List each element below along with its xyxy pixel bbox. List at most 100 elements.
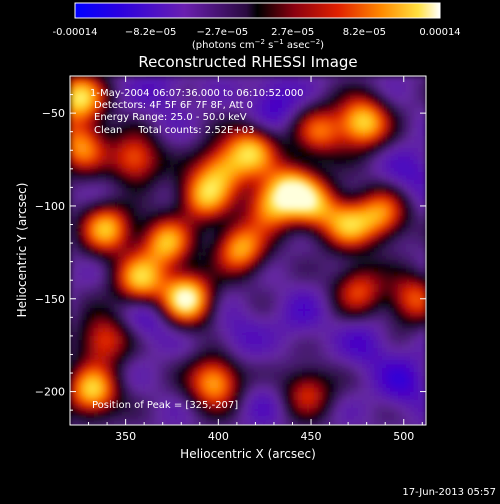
heatmap-cell <box>206 244 211 249</box>
heatmap-cell <box>262 340 267 345</box>
heatmap-cell <box>102 376 107 381</box>
heatmap-cell <box>102 312 107 317</box>
heatmap-cell <box>102 332 107 337</box>
heatmap-cell <box>134 420 139 425</box>
heatmap-cell <box>262 384 267 389</box>
heatmap-cell <box>186 180 191 185</box>
heatmap-cell <box>226 352 231 357</box>
heatmap-cell <box>250 416 255 421</box>
heatmap-cell <box>282 212 287 217</box>
heatmap-cell <box>134 76 139 81</box>
heatmap-cell <box>82 172 87 177</box>
heatmap-cell <box>286 284 291 289</box>
heatmap-cell <box>234 296 239 301</box>
heatmap-cell <box>278 416 283 421</box>
heatmap-cell <box>230 184 235 189</box>
heatmap-cell <box>114 392 119 397</box>
heatmap-cell <box>166 152 171 157</box>
heatmap-cell <box>70 316 75 321</box>
heatmap-cell <box>290 80 295 85</box>
heatmap-cell <box>262 92 267 97</box>
heatmap-cell <box>214 180 219 185</box>
heatmap-cell <box>174 252 179 257</box>
heatmap-cell <box>130 288 135 293</box>
heatmap-cell <box>222 296 227 301</box>
heatmap-cell <box>198 152 203 157</box>
heatmap-cell <box>166 216 171 221</box>
heatmap-cell <box>282 380 287 385</box>
heatmap-cell <box>150 136 155 141</box>
heatmap-cell <box>122 308 127 313</box>
heatmap-cell <box>170 144 175 149</box>
heatmap-cell <box>166 204 171 209</box>
heatmap-cell <box>154 372 159 377</box>
heatmap-cell <box>74 152 79 157</box>
heatmap-cell <box>102 252 107 257</box>
heatmap-cell <box>142 180 147 185</box>
heatmap-cell <box>90 84 95 89</box>
heatmap-cell <box>110 84 115 89</box>
heatmap-cell <box>222 148 227 153</box>
heatmap-cell <box>190 268 195 273</box>
heatmap-cell <box>222 352 227 357</box>
heatmap-cell <box>270 316 275 321</box>
heatmap-cell <box>174 80 179 85</box>
heatmap-cell <box>126 392 131 397</box>
heatmap-cell <box>178 136 183 141</box>
heatmap-cell <box>226 396 231 401</box>
heatmap-cell <box>210 168 215 173</box>
heatmap-cell <box>230 296 235 301</box>
heatmap-cell <box>146 132 151 137</box>
heatmap-cell <box>226 76 231 81</box>
heatmap-cell <box>118 224 123 229</box>
heatmap-cell <box>238 212 243 217</box>
heatmap-cell <box>290 184 295 189</box>
heatmap-cell <box>74 336 79 341</box>
heatmap-cell <box>198 304 203 309</box>
heatmap-cell <box>78 276 83 281</box>
heatmap-cell <box>202 132 207 137</box>
heatmap-cell <box>282 144 287 149</box>
heatmap-cell <box>150 276 155 281</box>
heatmap-cell <box>226 268 231 273</box>
heatmap-cell <box>238 152 243 157</box>
heatmap-cell <box>278 140 283 145</box>
heatmap-cell <box>138 316 143 321</box>
heatmap-cell <box>106 316 111 321</box>
heatmap-cell <box>146 80 151 85</box>
heatmap-cell <box>98 376 103 381</box>
heatmap-cell <box>234 416 239 421</box>
heatmap-cell <box>154 384 159 389</box>
heatmap-cell <box>126 272 131 277</box>
heatmap-cell <box>70 312 75 317</box>
heatmap-cell <box>186 96 191 101</box>
heatmap-cell <box>250 148 255 153</box>
heatmap-cell <box>238 136 243 141</box>
heatmap-cell <box>158 80 163 85</box>
heatmap-cell <box>146 308 151 313</box>
heatmap-cell <box>162 408 167 413</box>
heatmap-cell <box>238 108 243 113</box>
heatmap-cell <box>158 92 163 97</box>
heatmap-cell <box>94 384 99 389</box>
heatmap-cell <box>270 92 275 97</box>
heatmap-cell <box>230 164 235 169</box>
heatmap-cell <box>226 332 231 337</box>
heatmap-cell <box>106 352 111 357</box>
heatmap-cell <box>258 312 263 317</box>
heatmap-cell <box>150 284 155 289</box>
heatmap-cell <box>70 168 75 173</box>
heatmap-cell <box>194 208 199 213</box>
heatmap-cell <box>98 360 103 365</box>
heatmap-cell <box>146 184 151 189</box>
heatmap-cell <box>286 240 291 245</box>
heatmap-cell <box>230 268 235 273</box>
heatmap-cell <box>262 204 267 209</box>
heatmap-cell <box>262 152 267 157</box>
heatmap-cell <box>282 252 287 257</box>
heatmap-cell <box>214 336 219 341</box>
heatmap-cell <box>158 136 163 141</box>
heatmap-cell <box>98 276 103 281</box>
heatmap-cell <box>86 156 91 161</box>
heatmap-cell <box>174 76 179 81</box>
